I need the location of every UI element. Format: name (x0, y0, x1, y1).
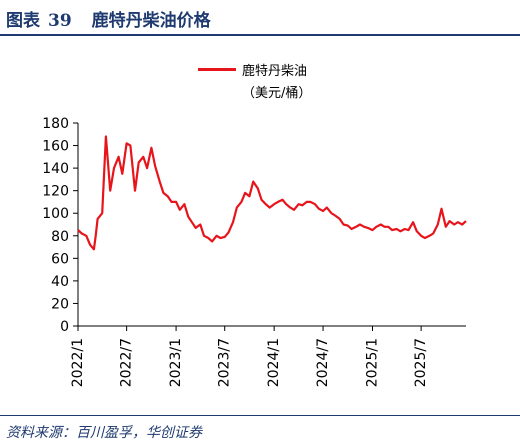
y-tick-label: 120 (42, 184, 69, 200)
x-tick-label: 2024/1 (266, 338, 282, 387)
x-axis: 2022/1 2022/7 2023/1 2023/7 2024/1 2024/7 2025… (70, 325, 466, 387)
legend-unit: （美元/桶） (242, 86, 312, 101)
y-tick-label: 40 (51, 274, 69, 290)
x-tick-label: 2023/7 (217, 338, 233, 387)
y-tick-label: 100 (42, 206, 69, 222)
x-tick-label: 2022/1 (70, 338, 86, 387)
figure-title: 图表 39 鹿特丹柴油价格 (6, 6, 211, 31)
figure-number: 39 (48, 11, 72, 31)
legend-swatch (198, 68, 236, 71)
x-tick-label: 2022/7 (119, 338, 135, 387)
y-tick-label: 60 (51, 251, 69, 267)
y-axis: 0 20 40 60 80 100 120 140 160 180 (42, 116, 79, 335)
figure-label: 图表 (6, 11, 40, 31)
x-tick-label: 2023/1 (168, 338, 184, 387)
x-tick-label: 2024/7 (315, 338, 331, 387)
title-rule (0, 34, 520, 36)
source-note: 资料来源：百川盈孚，华创证券 (6, 425, 202, 441)
y-tick-label: 140 (42, 161, 69, 177)
y-tick-label: 20 (51, 296, 69, 312)
x-tick-label: 2025/7 (413, 338, 429, 387)
y-tick-label: 160 (42, 139, 69, 155)
y-tick-label: 0 (60, 319, 69, 335)
y-tick-label: 180 (42, 116, 69, 132)
legend-series-name: 鹿特丹柴油 (242, 64, 308, 79)
chart-title: 鹿特丹柴油价格 (91, 11, 211, 31)
series-line-rotterdam-diesel (77, 135, 467, 251)
source-rule (0, 415, 520, 416)
x-tick-label: 2025/1 (364, 338, 380, 387)
y-tick-label: 80 (51, 229, 69, 245)
